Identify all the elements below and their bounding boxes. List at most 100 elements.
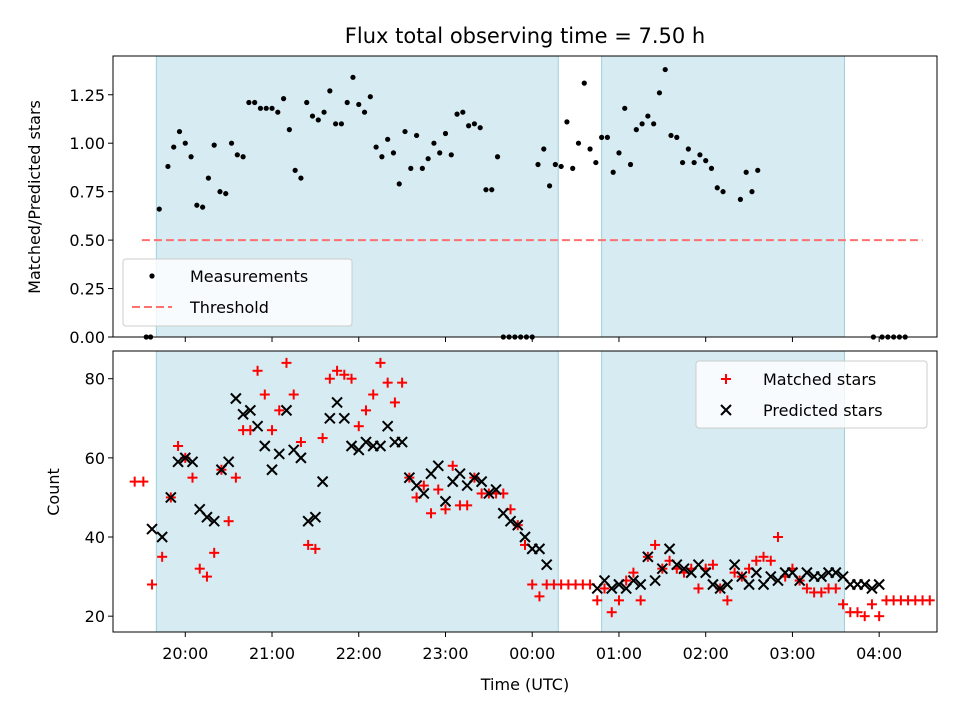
matched-star-point xyxy=(758,551,769,562)
predicted-star-point xyxy=(324,412,336,424)
predicted-star-point xyxy=(540,559,553,571)
predicted-star-point xyxy=(309,511,322,523)
measurement-point xyxy=(315,117,321,123)
predicted-star-point xyxy=(859,578,871,591)
measurement-point xyxy=(581,80,587,86)
bottom-legend-box xyxy=(695,360,928,429)
measurement-point xyxy=(651,121,657,127)
matched-star-point xyxy=(129,476,140,487)
measurement-point xyxy=(627,161,634,168)
measurement-point xyxy=(321,109,327,115)
measurement-point xyxy=(333,121,339,127)
measurement-point xyxy=(309,113,316,119)
bottom-x-axis-label: Time (UTC) xyxy=(480,675,569,694)
y-tick-label: 0.75 xyxy=(69,183,105,202)
measurement-point xyxy=(645,113,651,119)
measurement-point xyxy=(373,144,379,150)
predicted-star-point xyxy=(490,483,502,496)
bottom-legend: Matched stars Predicted stars xyxy=(695,360,928,429)
matched-star-point xyxy=(173,440,184,451)
matched-star-point xyxy=(201,571,212,582)
bottom-points-layer xyxy=(129,357,935,622)
predicted-star-point xyxy=(656,562,669,575)
y-tick-label: 80 xyxy=(85,370,105,389)
measurement-point xyxy=(541,146,547,152)
measurement-point xyxy=(419,165,425,171)
measurement-point xyxy=(587,146,593,152)
measurement-point xyxy=(252,99,258,106)
matched-star-point xyxy=(772,532,783,543)
predicted-star-point xyxy=(699,566,712,579)
measurement-point xyxy=(448,152,454,158)
measurement-point xyxy=(156,206,162,212)
y-tick-label: 20 xyxy=(85,607,105,626)
predicted-star-point xyxy=(360,436,372,448)
matched-star-point xyxy=(252,365,263,376)
matched-star-point xyxy=(592,595,603,606)
x-tick-label: 02:00 xyxy=(683,644,729,663)
matched-star-point xyxy=(628,567,639,578)
measurement-point xyxy=(176,128,183,135)
matched-star-point xyxy=(259,389,270,400)
measurement-point xyxy=(286,127,292,133)
bottom-y-axis-label: Count xyxy=(44,468,63,516)
measurement-point xyxy=(211,142,217,148)
matched-star-point xyxy=(353,421,364,432)
measurement-point xyxy=(350,74,356,80)
matched-star-point xyxy=(924,595,935,606)
top-xticks xyxy=(184,337,880,342)
predicted-star-point xyxy=(815,570,828,583)
x-tick-label: 23:00 xyxy=(422,644,468,663)
measurement-point xyxy=(477,125,483,131)
legend-predicted-swatch xyxy=(720,404,732,416)
predicted-star-point xyxy=(649,574,661,587)
measurement-point xyxy=(437,150,443,156)
matched-star-point xyxy=(295,437,306,448)
measurement-point xyxy=(257,105,264,111)
predicted-star-point xyxy=(606,582,618,595)
measurement-point xyxy=(622,105,628,111)
measurement-point xyxy=(737,196,743,203)
predicted-star-point xyxy=(259,440,271,452)
matched-star-point xyxy=(267,425,278,436)
predicted-star-point xyxy=(251,420,264,432)
predicted-star-point xyxy=(331,396,343,409)
matched-star-point xyxy=(433,484,444,495)
predicted-star-point xyxy=(475,475,488,488)
matched-star-point xyxy=(830,583,841,594)
measurement-point xyxy=(356,101,362,108)
matched-star-point xyxy=(382,377,393,388)
matched-star-point xyxy=(866,599,877,610)
predicted-star-point xyxy=(295,452,307,464)
matched-star-point xyxy=(375,357,386,368)
predicted-star-point xyxy=(439,495,452,508)
measurement-point xyxy=(697,152,703,158)
matched-star-point xyxy=(418,480,429,491)
matched-star-point xyxy=(534,591,545,602)
predicted-star-point xyxy=(222,456,235,468)
predicted-star-point xyxy=(237,408,249,421)
legend-threshold-label: Threshold xyxy=(189,298,269,317)
measurement-point xyxy=(720,189,726,195)
matched-star-point xyxy=(230,472,241,483)
predicted-star-point xyxy=(146,523,158,535)
matched-star-point xyxy=(765,555,776,566)
measurement-point xyxy=(466,123,472,129)
matched-star-point xyxy=(310,543,321,554)
matched-star-point xyxy=(324,373,335,384)
measurement-point xyxy=(298,175,304,181)
matched-star-point xyxy=(360,405,371,416)
measurement-point xyxy=(755,167,761,173)
measurement-point xyxy=(425,156,431,162)
predicted-star-point xyxy=(396,436,408,448)
predicted-star-point xyxy=(483,487,495,500)
matched-star-point xyxy=(194,563,205,574)
predicted-star-point xyxy=(374,440,387,452)
matched-star-point xyxy=(722,595,733,606)
measurement-point xyxy=(275,109,281,115)
predicted-star-point xyxy=(172,456,184,468)
measurement-point xyxy=(633,127,639,133)
y-tick-label: 1.25 xyxy=(69,86,105,105)
top-axes-frame xyxy=(112,55,938,338)
x-tick-label: 01:00 xyxy=(596,644,642,663)
